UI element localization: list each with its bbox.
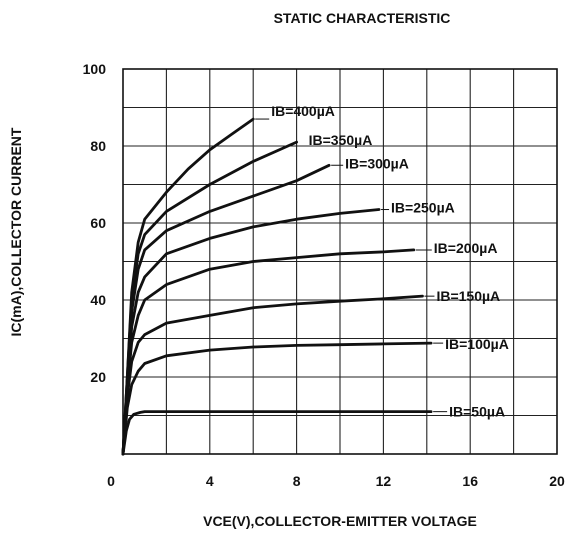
curve-label: IB=50µA [449,404,505,420]
x-tick-label: 16 [462,473,478,489]
curve-label: IB=400µA [271,103,335,119]
y-tick-label: 60 [90,215,106,231]
x-tick-label: 20 [549,473,565,489]
x-axis-label: VCE(V),COLLECTOR-EMITTER VOLTAGE [203,513,477,529]
curve-labels: IB=400µA IB=350µA IB=300µA IB=250µA IB=200µA… [255,103,509,420]
grid [123,69,557,454]
x-tick-labels: 0 4 8 12 16 20 [107,473,565,489]
curve-ib-400 [121,117,255,456]
plot-frame [122,68,558,455]
curve-label: IB=200µA [434,240,498,256]
x-tick-label: 0 [107,473,115,489]
y-tick-label: 100 [83,61,107,77]
curve-label: IB=350µA [309,132,373,148]
curve-ib-250 [121,208,381,456]
x-tick-label: 12 [376,473,392,489]
x-tick-label: 8 [293,473,301,489]
y-tick-labels: 20 40 60 80 100 [83,61,107,385]
curve-label: IB=100µA [445,336,509,352]
y-axis-label: IC(mA),COLLECTOR CURRENT [8,127,24,336]
y-tick-label: 80 [90,138,106,154]
curve-label: IB=150µA [436,288,500,304]
curve-ib-100 [121,341,433,456]
chart-title: STATIC CHARACTERISTIC [274,10,451,26]
y-tick-label: 20 [90,369,106,385]
y-tick-label: 40 [90,292,106,308]
curve-ib-50 [121,410,433,456]
curve-label: IB=250µA [391,200,455,216]
curve-label: IB=300µA [345,155,409,171]
curves [121,117,433,456]
curve-ib-200 [121,248,416,456]
curve-ib-150 [121,294,424,456]
x-tick-label: 4 [206,473,214,489]
